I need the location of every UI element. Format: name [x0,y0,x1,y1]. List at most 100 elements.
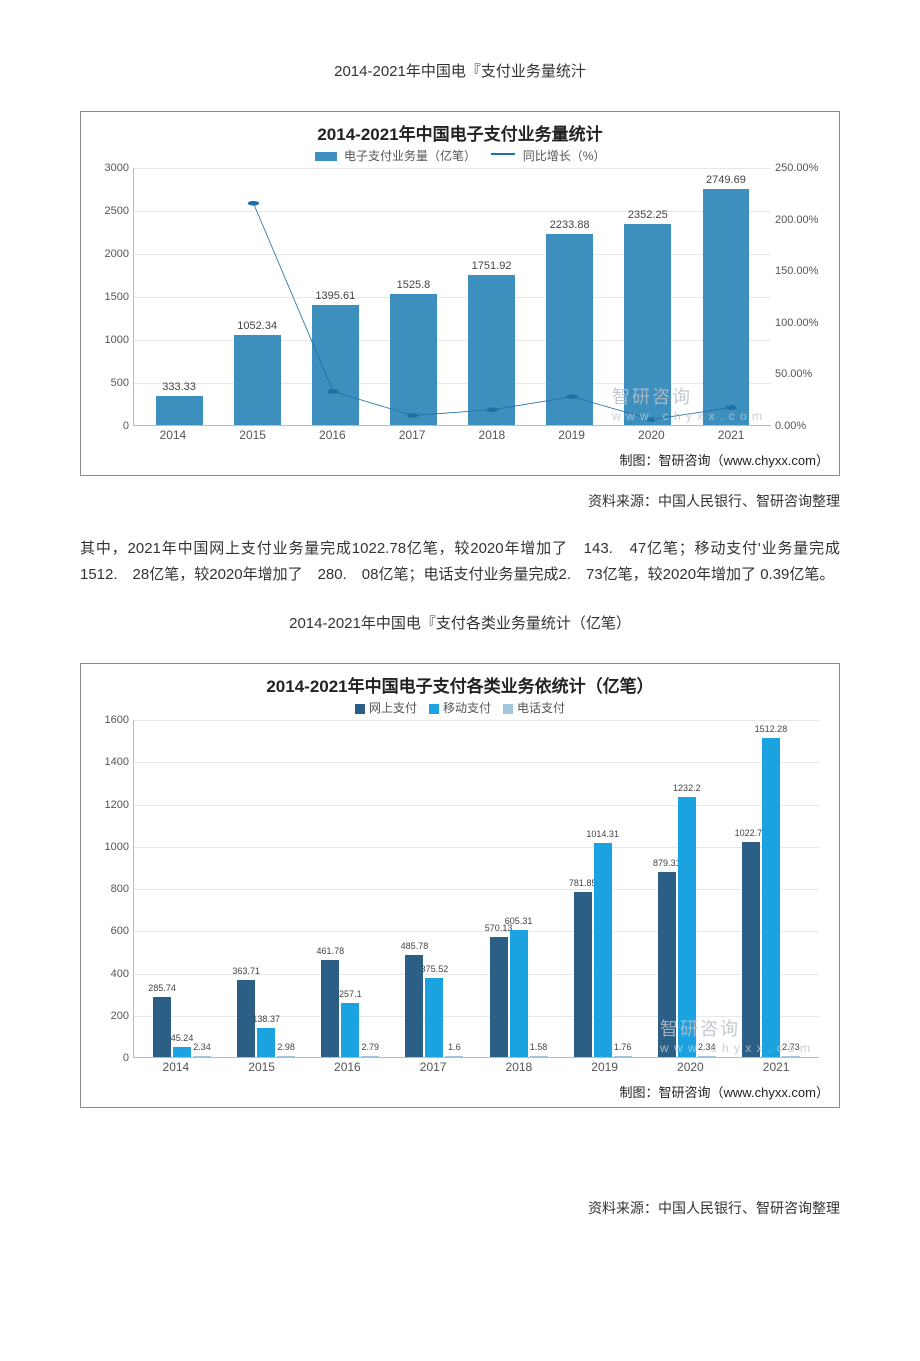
bar: 1525.8 [390,294,437,425]
grouped-bar-label: 781.85 [569,878,597,888]
grouped-bar: 2.34 [193,1056,211,1057]
y-tick: 1000 [91,841,129,853]
grouped-slot: 363.71138.372.98 [224,720,308,1057]
x-tick: 2020 [648,1060,734,1080]
chart-1-watermark: 智研咨询 w w w . c h y x x . c o m [612,383,763,423]
chart-2-title: 2014-2021年中国电子支付各类业务依统计（亿笔） [91,672,829,697]
grouped-bar-label: 2.34 [193,1042,211,1052]
legend-line-label: 同比增长（%） [523,149,606,163]
chart-1-xaxis: 20142015201620172018201920202021 [133,428,771,448]
bar-slot: 1395.61 [296,168,374,425]
grouped-bar-label: 879.31 [653,858,681,868]
x-tick: 2018 [476,1060,562,1080]
y-left-tick: 500 [91,377,129,389]
grouped-bar-label: 1014.31 [586,829,619,839]
y-tick: 1600 [91,714,129,726]
legend-label: 电话支付 [517,701,565,715]
chart-2-plot: 285.7445.242.34363.71138.372.98461.78257… [133,720,819,1058]
y-left-tick: 1500 [91,291,129,303]
grouped-slot: 1022.781512.282.73 [729,720,813,1057]
watermark2-text-big: 智研咨询 [660,1019,740,1039]
grouped-bar: 45.24 [173,1047,191,1057]
legend-label: 移动支付 [443,701,491,715]
chart-1-legend: 电子支付业务量（亿笔） 同比增长（%） [91,147,829,164]
x-tick: 2019 [562,1060,648,1080]
bar: 2233.88 [546,234,593,425]
grouped-bar: 2.98 [277,1056,295,1057]
grouped-bar-label: 1.76 [614,1042,632,1052]
y-tick: 600 [91,925,129,937]
grouped-bar: 2.73 [782,1056,800,1057]
grouped-bar-label: 363.71 [232,966,260,976]
x-tick: 2021 [691,428,771,448]
legend-swatch [355,704,365,714]
x-tick: 2020 [612,428,692,448]
watermark-text-big: 智研咨询 [612,387,692,407]
y-left-tick: 0 [91,420,129,432]
bar-value-label: 2233.88 [550,219,590,231]
bar-slot: 1525.8 [374,168,452,425]
grouped-slot: 485.78375.521.6 [392,720,476,1057]
x-tick: 2014 [133,428,213,448]
grouped-bar: 257.1 [341,1003,359,1057]
bar: 333.33 [156,396,203,425]
chart-1-title: 2014-2021年中国电子支付业务量统计 [91,120,829,145]
x-tick: 2014 [133,1060,219,1080]
legend-line-swatch [491,153,515,155]
x-tick: 2016 [293,428,373,448]
grouped-bar-label: 1.58 [530,1042,548,1052]
grouped-bar: 781.85 [574,892,592,1057]
bar: 1052.34 [234,335,281,425]
section-title-1: 2014-2021年中国电『支付业务量统汁 [80,60,840,81]
chart-1-credit: 制图：智研咨询（www.chyxx.com） [91,450,829,469]
y-left-tick: 3000 [91,162,129,174]
grouped-bar-label: 375.52 [421,964,449,974]
grouped-bar-label: 461.78 [317,946,345,956]
y-left-tick: 2000 [91,248,129,260]
grouped-bar: 375.52 [425,978,443,1057]
chart-1-area: 050010001500200025003000 0.00%50.00%100.… [91,168,829,448]
legend-line: 同比增长（%） [491,147,605,164]
grouped-bar-label: 285.74 [148,983,176,993]
grouped-bar: 2.34 [698,1056,716,1057]
paragraph-1: 其中，2021年中国网上支付业务量完成1022.78亿笔，较2020年增加了 1… [80,536,840,587]
y-right-tick: 0.00% [775,420,829,432]
y-tick: 200 [91,1010,129,1022]
grouped-bar: 1.6 [445,1056,463,1057]
grouped-slot: 570.13605.311.58 [477,720,561,1057]
grouped-bar: 461.78 [321,960,339,1057]
legend-swatch [503,704,513,714]
grouped-bar: 285.74 [153,997,171,1057]
y-right-tick: 250.00% [775,162,829,174]
source-2: 资料来源：中国人民银行、智研咨询整理 [80,1198,840,1218]
grouped-bar: 605.31 [510,930,528,1057]
bar-value-label: 1751.92 [472,260,512,272]
y-right-tick: 150.00% [775,265,829,277]
grouped-slot: 879.31 1232.2 2.34 [645,720,729,1057]
grouped-bar-label: 1.6 [448,1042,461,1052]
grouped-bar-label: 257.1 [339,989,362,999]
chart-2-watermark: 智研咨询 w w w . c h y x x . c o m [660,1015,811,1055]
x-tick: 2018 [452,428,532,448]
grouped-bar: 570.13 [490,937,508,1057]
x-tick: 2017 [372,428,452,448]
chart-1: 2014-2021年中国电子支付业务量统计 电子支付业务量（亿笔） 同比增长（%… [80,111,840,476]
chart-2-legend: 网上支付 移动支付 电话支付 [91,699,829,716]
x-tick: 2016 [305,1060,391,1080]
grouped-bar: 2.79 [361,1056,379,1057]
grouped-slot: 461.78257.12.79 [308,720,392,1057]
grouped-bar-label: 1232.2 [673,783,701,793]
grouped-bar: 1512.28 [762,738,780,1057]
grouped-bar-label: 605.31 [505,916,533,926]
bar-value-label: 1052.34 [237,320,277,332]
bar-value-label: 333.33 [162,381,196,393]
bar-slot: 1751.92 [453,168,531,425]
grouped-bar-label: 2.79 [362,1042,380,1052]
bar-value-label: 1395.61 [315,290,355,302]
bar-slot: 2233.88 [531,168,609,425]
chart-2-credit: 制图：智研咨询（www.chyxx.com） [91,1082,829,1101]
x-tick: 2015 [213,428,293,448]
y-right-tick: 200.00% [775,214,829,226]
chart-2-title-text: 2014-2021年中国电子支付各类业务依统计（亿笔） [266,677,653,696]
legend-label: 网上支付 [369,701,417,715]
